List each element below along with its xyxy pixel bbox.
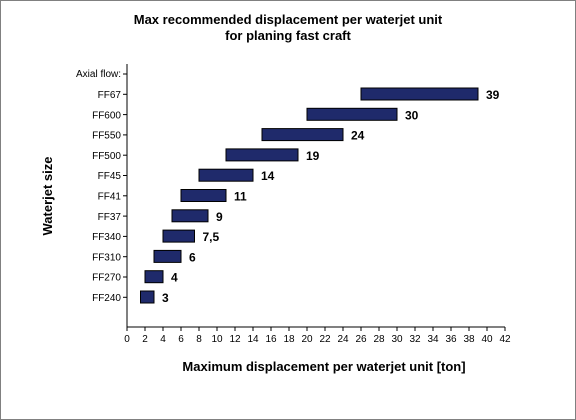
- data-label: 39: [486, 88, 500, 102]
- chart-bars: [140, 87, 479, 304]
- category-label: FF67: [98, 90, 122, 101]
- bar-ff41: [180, 189, 227, 202]
- x-tick-label: 42: [499, 334, 511, 345]
- category-label: FF550: [92, 131, 121, 142]
- x-tick-label: 28: [373, 334, 385, 345]
- x-tick-label: 20: [301, 334, 313, 345]
- x-tick-label: 34: [427, 334, 439, 345]
- data-label: 4: [171, 271, 178, 285]
- x-tick-label: 40: [481, 334, 493, 345]
- x-tick-label: 38: [463, 334, 475, 345]
- x-tick-label: 10: [211, 334, 223, 345]
- category-label: FF37: [98, 212, 122, 223]
- x-tick-label: 14: [247, 334, 259, 345]
- x-tick-label: 16: [265, 334, 277, 345]
- bar-ff270: [144, 270, 164, 284]
- x-tick-label: 0: [124, 334, 130, 345]
- x-tick-label: 8: [196, 334, 202, 345]
- data-label: 11: [234, 190, 247, 204]
- category-label: FF45: [98, 171, 122, 182]
- bar-ff240: [140, 290, 155, 304]
- data-label: 19: [306, 149, 320, 163]
- y-axis-title: Waterjet size: [40, 157, 55, 236]
- x-tick-label: 30: [391, 334, 403, 345]
- x-tick-label: 36: [445, 334, 457, 345]
- bar-ff550: [261, 128, 344, 142]
- bar-ff310: [153, 249, 182, 263]
- x-tick-label: 18: [283, 334, 295, 345]
- x-tick-label: 4: [160, 334, 166, 345]
- bar-ff600: [306, 107, 398, 121]
- x-tick-label: 6: [178, 334, 184, 345]
- x-tick-label: 24: [337, 334, 349, 345]
- data-label: 6: [189, 250, 196, 264]
- category-label: FF240: [92, 293, 121, 304]
- bar-ff45: [198, 168, 254, 182]
- x-tick-label: 32: [409, 334, 421, 345]
- category-label: FF500: [92, 151, 121, 162]
- data-label: 30: [405, 108, 419, 122]
- data-label: 14: [261, 169, 275, 183]
- category-label: FF41: [98, 192, 122, 203]
- data-label: 9: [216, 210, 223, 224]
- category-label: FF310: [92, 252, 121, 263]
- chart-title-line1: Max recommended displacement per waterje…: [133, 12, 443, 27]
- chart-title-line2: for planing fast craft: [225, 28, 351, 43]
- bar-ff340: [162, 229, 195, 243]
- data-label: 3: [162, 291, 169, 305]
- data-label: 7,5: [203, 230, 220, 244]
- category-header: Axial flow:: [76, 69, 121, 80]
- x-tick-label: 26: [355, 334, 367, 345]
- x-tick-label: 2: [142, 334, 148, 345]
- bar-ff37: [171, 209, 209, 223]
- category-label: FF270: [92, 273, 121, 284]
- bar-ff500: [225, 148, 299, 162]
- category-label: FF340: [92, 232, 121, 243]
- x-axis-title: Maximum displacement per waterjet unit […: [182, 359, 465, 374]
- x-tick-label: 12: [229, 334, 241, 345]
- x-tick-label: 22: [319, 334, 331, 345]
- data-label: 24: [351, 129, 365, 143]
- bar-ff67: [360, 87, 479, 101]
- category-label: FF600: [92, 110, 121, 121]
- chart-axes: 0 2 4 6 8 10 12 14 16 18 20 22 24 26 28 30 32 34 36 38 40 42: [123, 64, 511, 345]
